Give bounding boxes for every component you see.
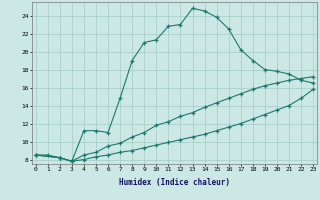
X-axis label: Humidex (Indice chaleur): Humidex (Indice chaleur) (119, 178, 230, 187)
